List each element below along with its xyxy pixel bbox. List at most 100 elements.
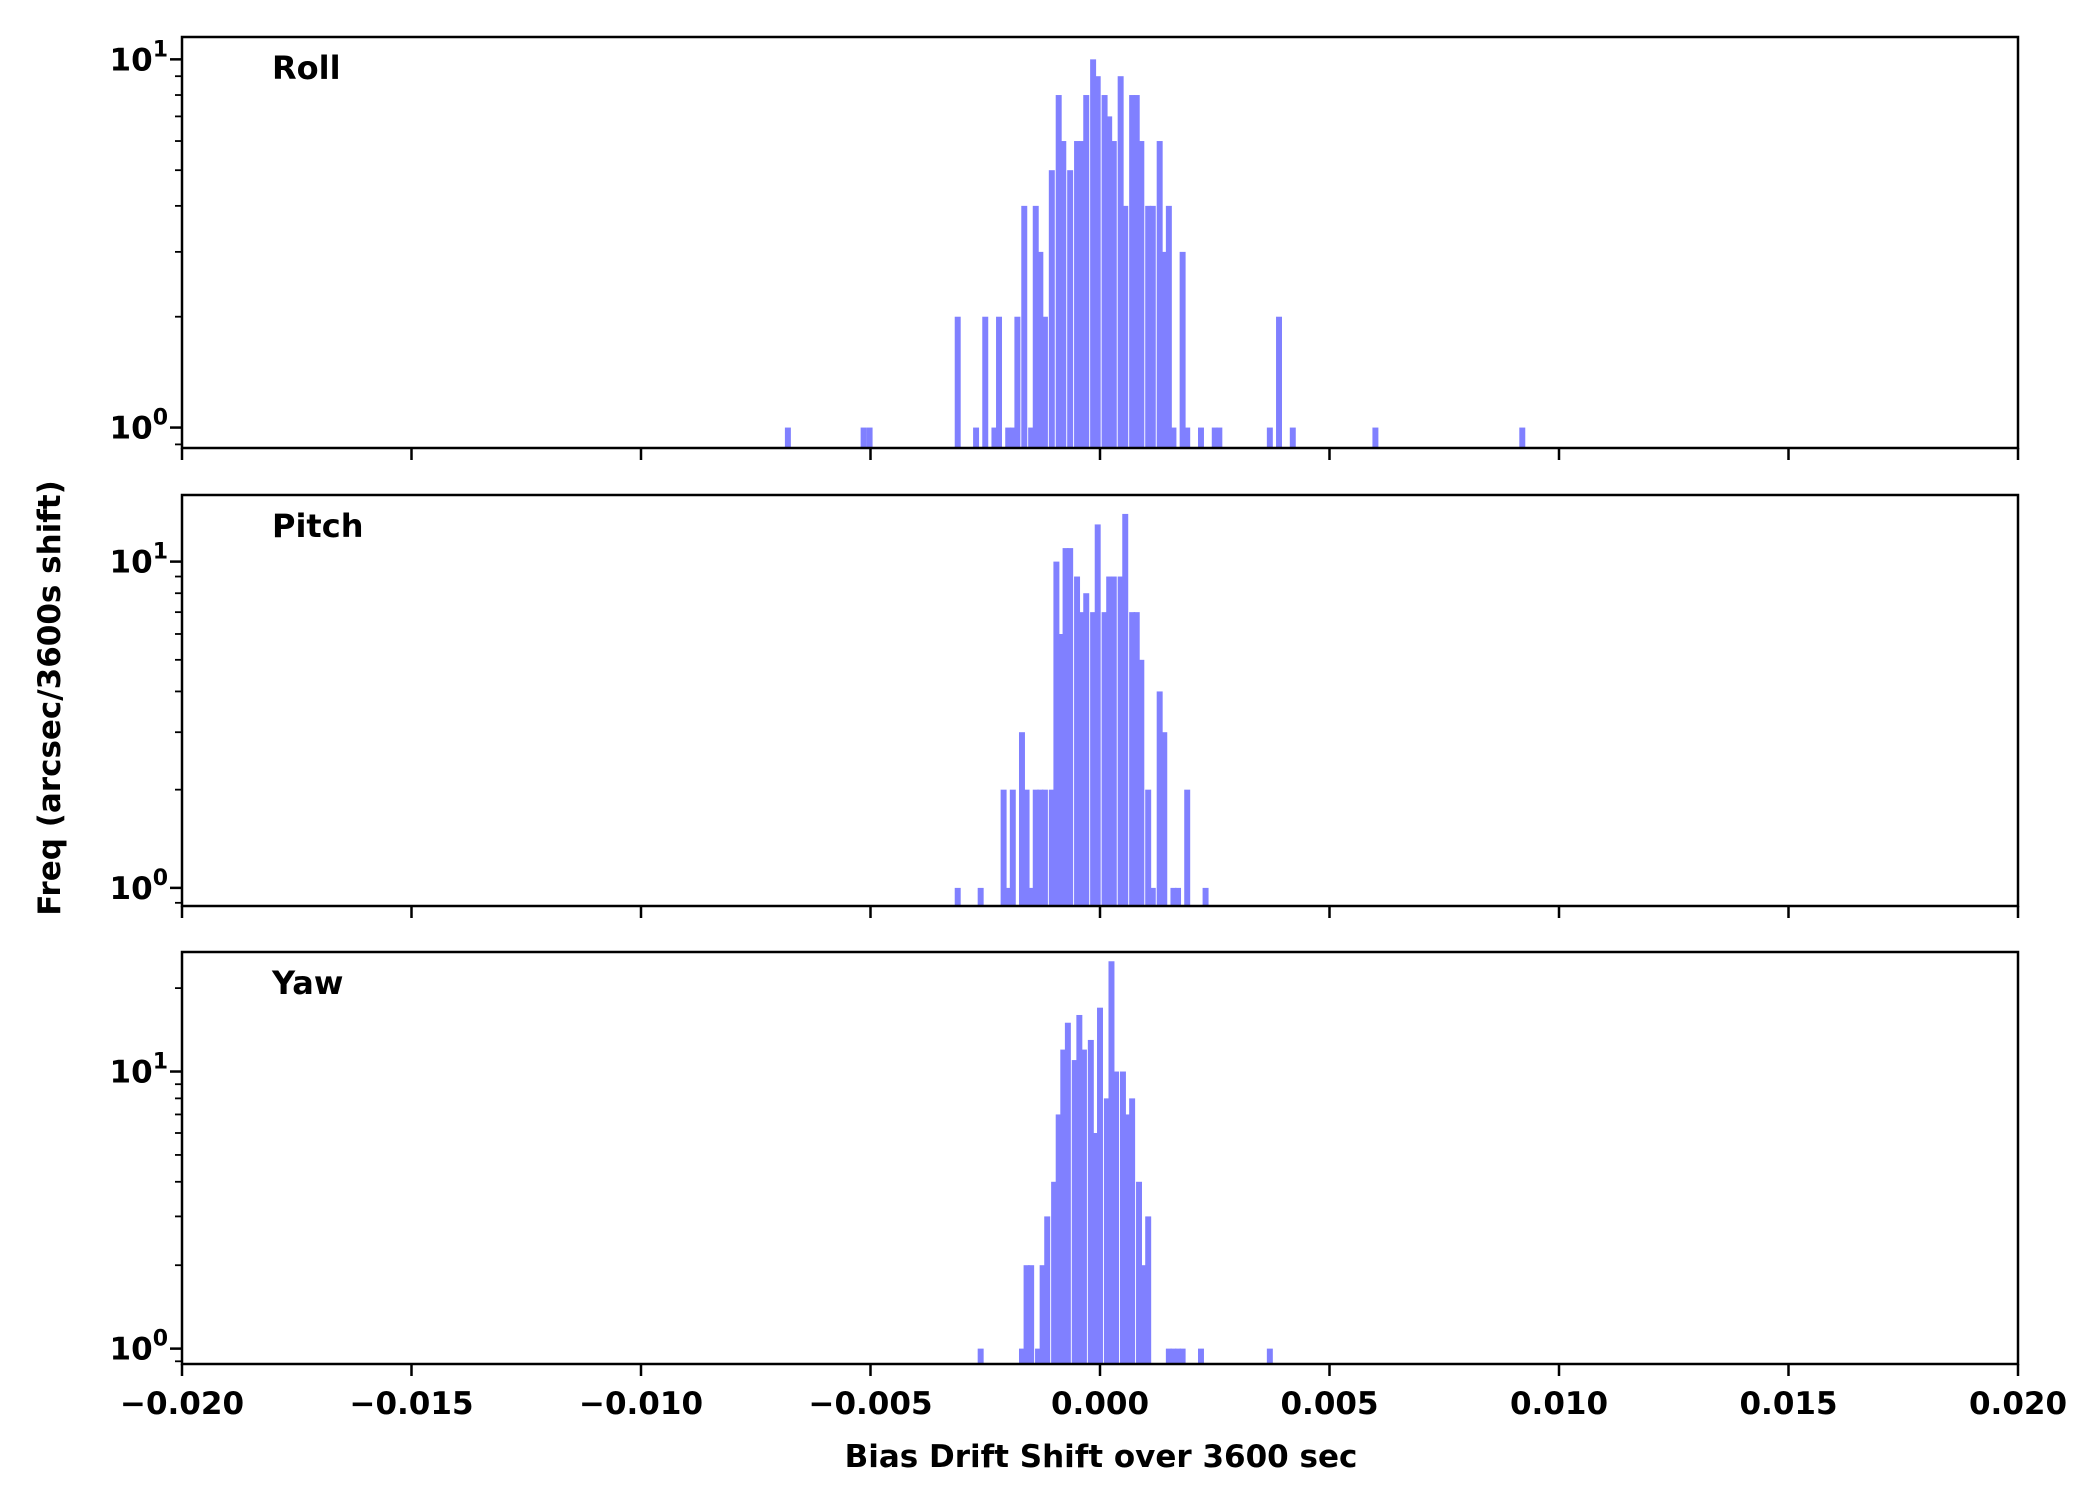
histogram-bar (1124, 1114, 1131, 1364)
histogram-bar (1094, 524, 1101, 906)
histogram-bar (1179, 1348, 1186, 1364)
x-tick-label: 0.015 (1739, 1386, 1837, 1422)
histogram-bar (1117, 576, 1124, 906)
y-tick-label: 100 (110, 1327, 168, 1368)
histogram-bar (1018, 732, 1025, 906)
histogram-bar (1161, 251, 1168, 448)
histogram-bar (1184, 427, 1191, 448)
panel-pitch: 100 101 Pitch (110, 493, 2020, 918)
x-tick-label: 0.020 (1969, 1386, 2067, 1422)
histogram-bar (1276, 316, 1282, 448)
histogram-bar (1122, 205, 1129, 448)
histogram-bar (1067, 548, 1074, 906)
histogram-bar (1108, 961, 1115, 1364)
histogram-bar (1014, 316, 1021, 448)
x-tick-label: 0.010 (1510, 1386, 1608, 1422)
x-tick-label: −0.020 (120, 1386, 244, 1422)
histogram-bar (1216, 427, 1223, 448)
histogram-bar (1101, 95, 1108, 448)
histogram-bar (1179, 251, 1186, 448)
y-tick-label: 100 (110, 406, 168, 447)
histogram-bar (866, 427, 873, 448)
panel-label: Roll (272, 49, 341, 87)
histogram-bar (1266, 427, 1273, 448)
histogram-bar (1170, 427, 1177, 448)
histogram-bar (1051, 1181, 1058, 1364)
histogram-bar (1090, 59, 1097, 448)
histogram-bar (1037, 251, 1044, 448)
histogram-bar (1138, 659, 1145, 906)
histogram-bar (1103, 1098, 1110, 1364)
histogram-bar (1138, 141, 1145, 449)
histogram-bar (977, 887, 984, 906)
histogram-bar (1136, 1181, 1142, 1364)
panel-label: Yaw (271, 964, 343, 1002)
panel-frame (180, 493, 2020, 908)
histogram-bar (1037, 789, 1044, 906)
y-tick-label: 101 (110, 1050, 168, 1091)
histogram-bar (977, 1348, 984, 1364)
histogram-bar (1175, 887, 1182, 906)
histogram-bar (1076, 1014, 1083, 1364)
histogram-bar (1133, 612, 1140, 906)
histogram-bar (1113, 1071, 1120, 1364)
panel-yaw: 100 101 −0.020 −0.015 −0.010 −0.005 0.000 0.005… (110, 950, 2067, 1422)
histogram-bar (1021, 205, 1028, 448)
histogram-bar (1149, 205, 1156, 448)
histogram-bar (1117, 76, 1124, 448)
histogram-bar (1170, 887, 1177, 906)
histogram-bar (1519, 427, 1526, 448)
histogram-bar (1110, 576, 1117, 906)
histogram-bar (1023, 1265, 1030, 1364)
y-tick-label: 101 (110, 37, 168, 78)
x-tick-label: −0.015 (349, 1386, 473, 1422)
histogram-bar (1078, 141, 1085, 449)
histogram-bar (1035, 1348, 1042, 1364)
panel-frame (180, 950, 2020, 1366)
histogram-bar (1156, 691, 1163, 906)
histogram-bar (1266, 1348, 1273, 1364)
histogram-bar (1165, 205, 1172, 448)
histogram-bar (1055, 1114, 1062, 1364)
panel-label: Pitch (272, 507, 363, 545)
histogram-bar (991, 427, 998, 448)
histogram-bar (784, 427, 791, 448)
histogram-bar (1039, 1265, 1046, 1364)
histogram-bar (1156, 141, 1163, 449)
histogram-bar (1028, 1265, 1035, 1364)
histogram-bar (1122, 513, 1129, 906)
histogram-bar (1058, 633, 1064, 906)
x-tick-label: 0.000 (1051, 1386, 1149, 1422)
histogram-bar (1145, 1216, 1152, 1364)
x-axis-title: Bias Drift Shift over 3600 sec (845, 1439, 1358, 1475)
histogram-bar (1078, 612, 1085, 906)
histogram-bar (1080, 1049, 1087, 1364)
histogram-bar (996, 316, 1003, 448)
histogram-bar (1048, 170, 1055, 448)
histogram-bar (1083, 95, 1090, 448)
histogram-bar (954, 316, 961, 448)
histogram-bar (1009, 427, 1016, 448)
histogram-bar (1140, 1265, 1147, 1364)
histogram-bar (1060, 1049, 1067, 1364)
histogram-bar (1005, 427, 1012, 448)
histogram-bar (1041, 316, 1048, 448)
histogram-bar (954, 887, 961, 906)
histogram-bar (1175, 1348, 1182, 1364)
histogram-bar (1145, 205, 1152, 448)
histogram-bar (1048, 789, 1055, 906)
histogram-bar (1133, 95, 1140, 448)
histogram-bar (1032, 205, 1039, 448)
y-tick-label: 100 (110, 866, 168, 907)
histogram-bar (1184, 789, 1191, 906)
histogram-bar (1202, 887, 1209, 906)
histogram-bar (1094, 76, 1101, 448)
x-tick-label: −0.010 (579, 1386, 703, 1422)
histogram-bar (1129, 612, 1136, 906)
panel-frame (180, 35, 2020, 450)
histogram-bar (1211, 427, 1218, 448)
y-axis-title: Freq (arcsec/3600s shift) (32, 480, 68, 916)
histogram-bar (1289, 427, 1296, 448)
histogram-bar (1129, 1098, 1136, 1364)
